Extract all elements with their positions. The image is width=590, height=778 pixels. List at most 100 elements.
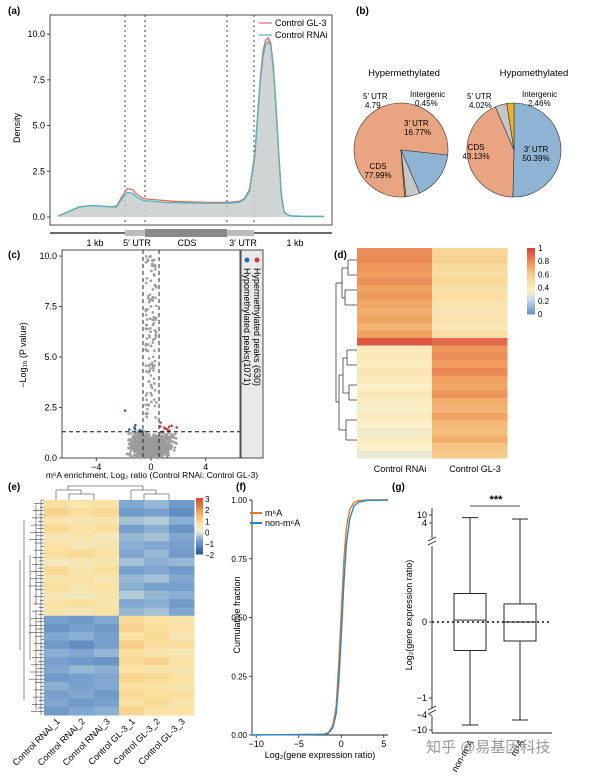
volcano-point (146, 343, 150, 346)
heatmap-e-cell (169, 508, 195, 518)
colorbar-d-segment (527, 281, 535, 284)
panel-label-g: (g) (392, 482, 405, 493)
heatmap-d-cell (357, 248, 433, 256)
panel-d-col-label-gl3: Control GL-3 (449, 464, 501, 474)
heatmap-e-cell (44, 657, 70, 666)
colorbar-d-segment (527, 256, 535, 260)
heatmap-d-cell (432, 255, 508, 264)
colorbar-d-segment (527, 261, 535, 264)
volcano-point (159, 421, 162, 424)
heatmap-e-cell (69, 698, 95, 708)
panel-c-ytick-label: 0.0 (44, 453, 57, 463)
heatmap-e-cell (144, 533, 170, 542)
heatmap-d-cell (357, 450, 433, 459)
heatmap-e-cell (94, 657, 120, 666)
panel-c-xtick-label: 0 (148, 462, 153, 472)
volcano-point (147, 455, 150, 459)
panel-g-axis-break (427, 536, 437, 542)
volcano-point (133, 439, 137, 443)
volcano-point (144, 364, 148, 367)
heatmap-e-cell (69, 590, 95, 600)
volcano-point (148, 317, 152, 320)
heatmap-e-cell (44, 590, 70, 600)
heatmap-e-cell (69, 640, 95, 650)
panel-a-ytick-label: 2.5 (32, 166, 45, 176)
volcano-point (155, 401, 158, 404)
heatmap-e-cell (169, 615, 195, 625)
volcano-point (171, 440, 175, 444)
volcano-point (156, 453, 160, 457)
pie2-slice-cds (466, 106, 515, 198)
heatmap-e-cell (169, 698, 195, 708)
pie1-label-3utr: 3′ UTR (404, 119, 429, 128)
heatmap-e-cell (44, 599, 70, 608)
heatmap-e-cell (169, 516, 195, 526)
colorbar-e-segment (196, 511, 203, 515)
volcano-point (140, 436, 144, 440)
heatmap-d-cell (432, 248, 508, 256)
heatmap-e-cell (144, 681, 170, 691)
panel-label-f: (f) (236, 482, 246, 493)
volcano-point (147, 452, 151, 456)
volcano-point (130, 440, 133, 444)
heatmap-e-cell (44, 690, 70, 699)
panel-a-ytick-label: 0.0 (32, 212, 45, 222)
pie2-value-intergenic: 2.46% (528, 99, 551, 108)
volcano-point (144, 281, 148, 285)
heatmap-e-cell (44, 648, 70, 658)
legend-label-m6a: m⁶A (265, 508, 282, 518)
heatmap-d-cell (357, 293, 433, 301)
cumulative-line-m6a (251, 499, 388, 736)
volcano-point (135, 455, 138, 459)
heatmap-d-cell (432, 300, 508, 309)
volcano-point (148, 441, 151, 445)
volcano-point (131, 434, 135, 438)
colorbar-d-segment (527, 283, 535, 286)
volcano-point (130, 443, 134, 446)
panel-f-cumulative-plot: Cumulative fraction 0.00 0.25 0.50 0.75 1.00… (231, 496, 389, 760)
volcano-point (151, 288, 155, 291)
heatmap-e-cell (94, 690, 120, 699)
panel-g-ytick-label: 10 (417, 510, 427, 520)
colorbar-e-segment (196, 504, 203, 508)
pie1-value-5utr: 4.79 (365, 101, 381, 110)
volcano-point (151, 363, 154, 367)
volcano-point (153, 450, 156, 454)
volcano-point (149, 391, 153, 395)
volcano-point (148, 299, 151, 303)
volcano-point (148, 443, 151, 447)
heatmap-e-cell (144, 524, 170, 534)
volcano-point (152, 377, 156, 380)
heatmap-e-cell (144, 541, 170, 551)
box-non-m6a (453, 593, 487, 651)
heatmap-e-cell (144, 624, 170, 633)
volcano-point (146, 308, 150, 311)
volcano-point (145, 313, 148, 317)
colorbar-d-label: 0.8 (538, 257, 550, 266)
colorbar-d-label: 1 (538, 244, 543, 253)
panel-c-legend-strip (240, 249, 264, 459)
heatmap-e-cell (144, 516, 170, 526)
volcano-point (151, 311, 155, 314)
volcano-point (146, 438, 149, 441)
heatmap-e-cell (119, 524, 145, 534)
heatmap-e-cell (44, 698, 70, 708)
heatmap-e-cell (169, 690, 195, 699)
heatmap-e-cell (69, 533, 95, 542)
volcano-point (132, 454, 135, 458)
volcano-point (149, 449, 153, 452)
volcano-point (127, 432, 131, 435)
heatmap-e-cell (144, 640, 170, 650)
heatmap-e-cell (119, 640, 145, 650)
heatmap-e-cell (169, 665, 195, 675)
colorbar-d-segment (527, 305, 535, 308)
panel-g-significance: *** (490, 494, 504, 506)
series-line-control-gl3 (57, 36, 324, 218)
colorbar-e-label: 2 (205, 506, 210, 515)
heatmap-e-cell (69, 615, 95, 625)
volcano-point (147, 294, 150, 298)
density-area-fill (58, 41, 324, 218)
heatmap-e-cell (44, 632, 70, 642)
heatmap-e-cell (144, 557, 170, 567)
heatmap-e-cell (44, 549, 70, 559)
